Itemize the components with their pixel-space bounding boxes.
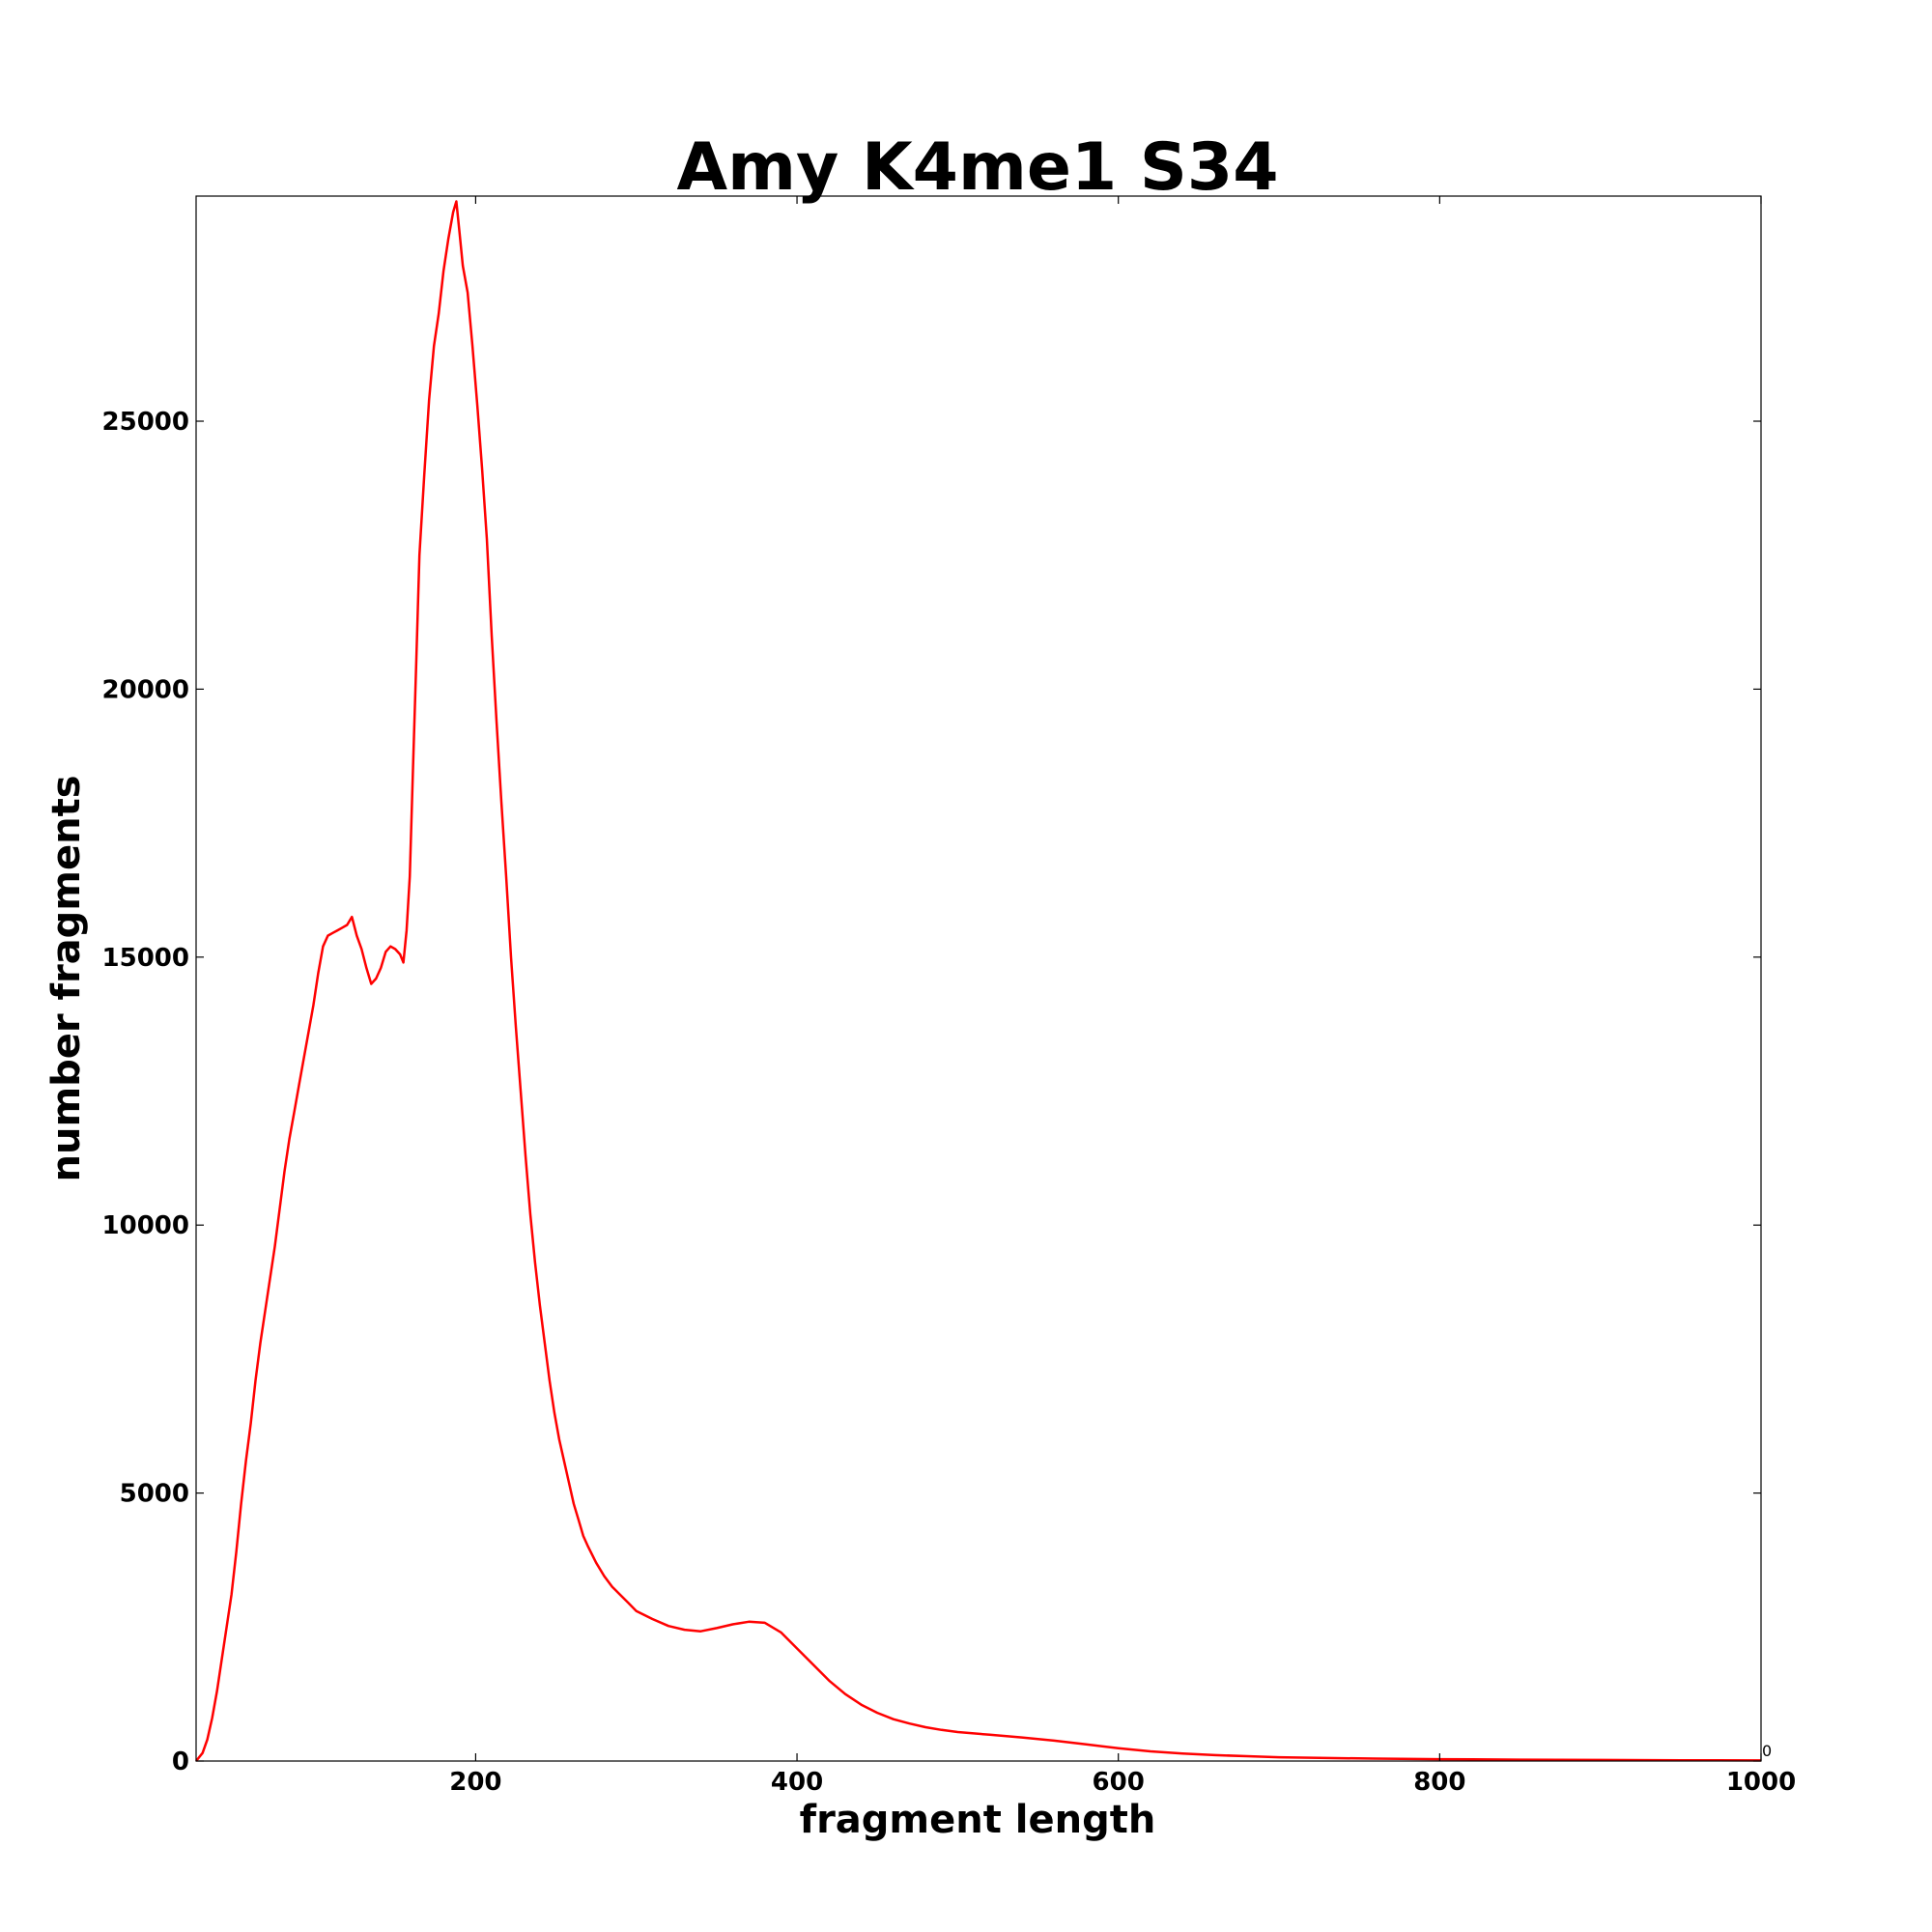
plot-area — [195, 195, 1762, 1762]
x-tick-label: 200 — [449, 1768, 501, 1797]
axis-ticks: 200 400 600 800 1000050001000015000200002500… — [102, 196, 1796, 1797]
y-tick-label: 0 — [172, 1747, 189, 1776]
y-tick-label: 5000 — [120, 1480, 189, 1509]
chart-title: Amy K4me1 S34 — [676, 129, 1278, 206]
x-tick-label: 800 — [1413, 1768, 1465, 1797]
series-line — [195, 200, 1762, 1762]
y-tick-label: 15000 — [102, 944, 189, 973]
x-axis-label: fragment length — [800, 1798, 1156, 1842]
plot-frame — [195, 195, 1762, 1762]
y-tick-label: 10000 — [102, 1211, 189, 1240]
x-tick-label: 1000 — [1726, 1768, 1796, 1797]
y-tick-label: 25000 — [102, 408, 189, 437]
corner-zero-label: 0 — [1762, 1742, 1772, 1760]
x-tick-label: 600 — [1093, 1768, 1145, 1797]
y-tick-label: 20000 — [102, 675, 189, 704]
x-tick-label: 400 — [771, 1768, 823, 1797]
y-axis-label: number fragments — [44, 775, 89, 1181]
